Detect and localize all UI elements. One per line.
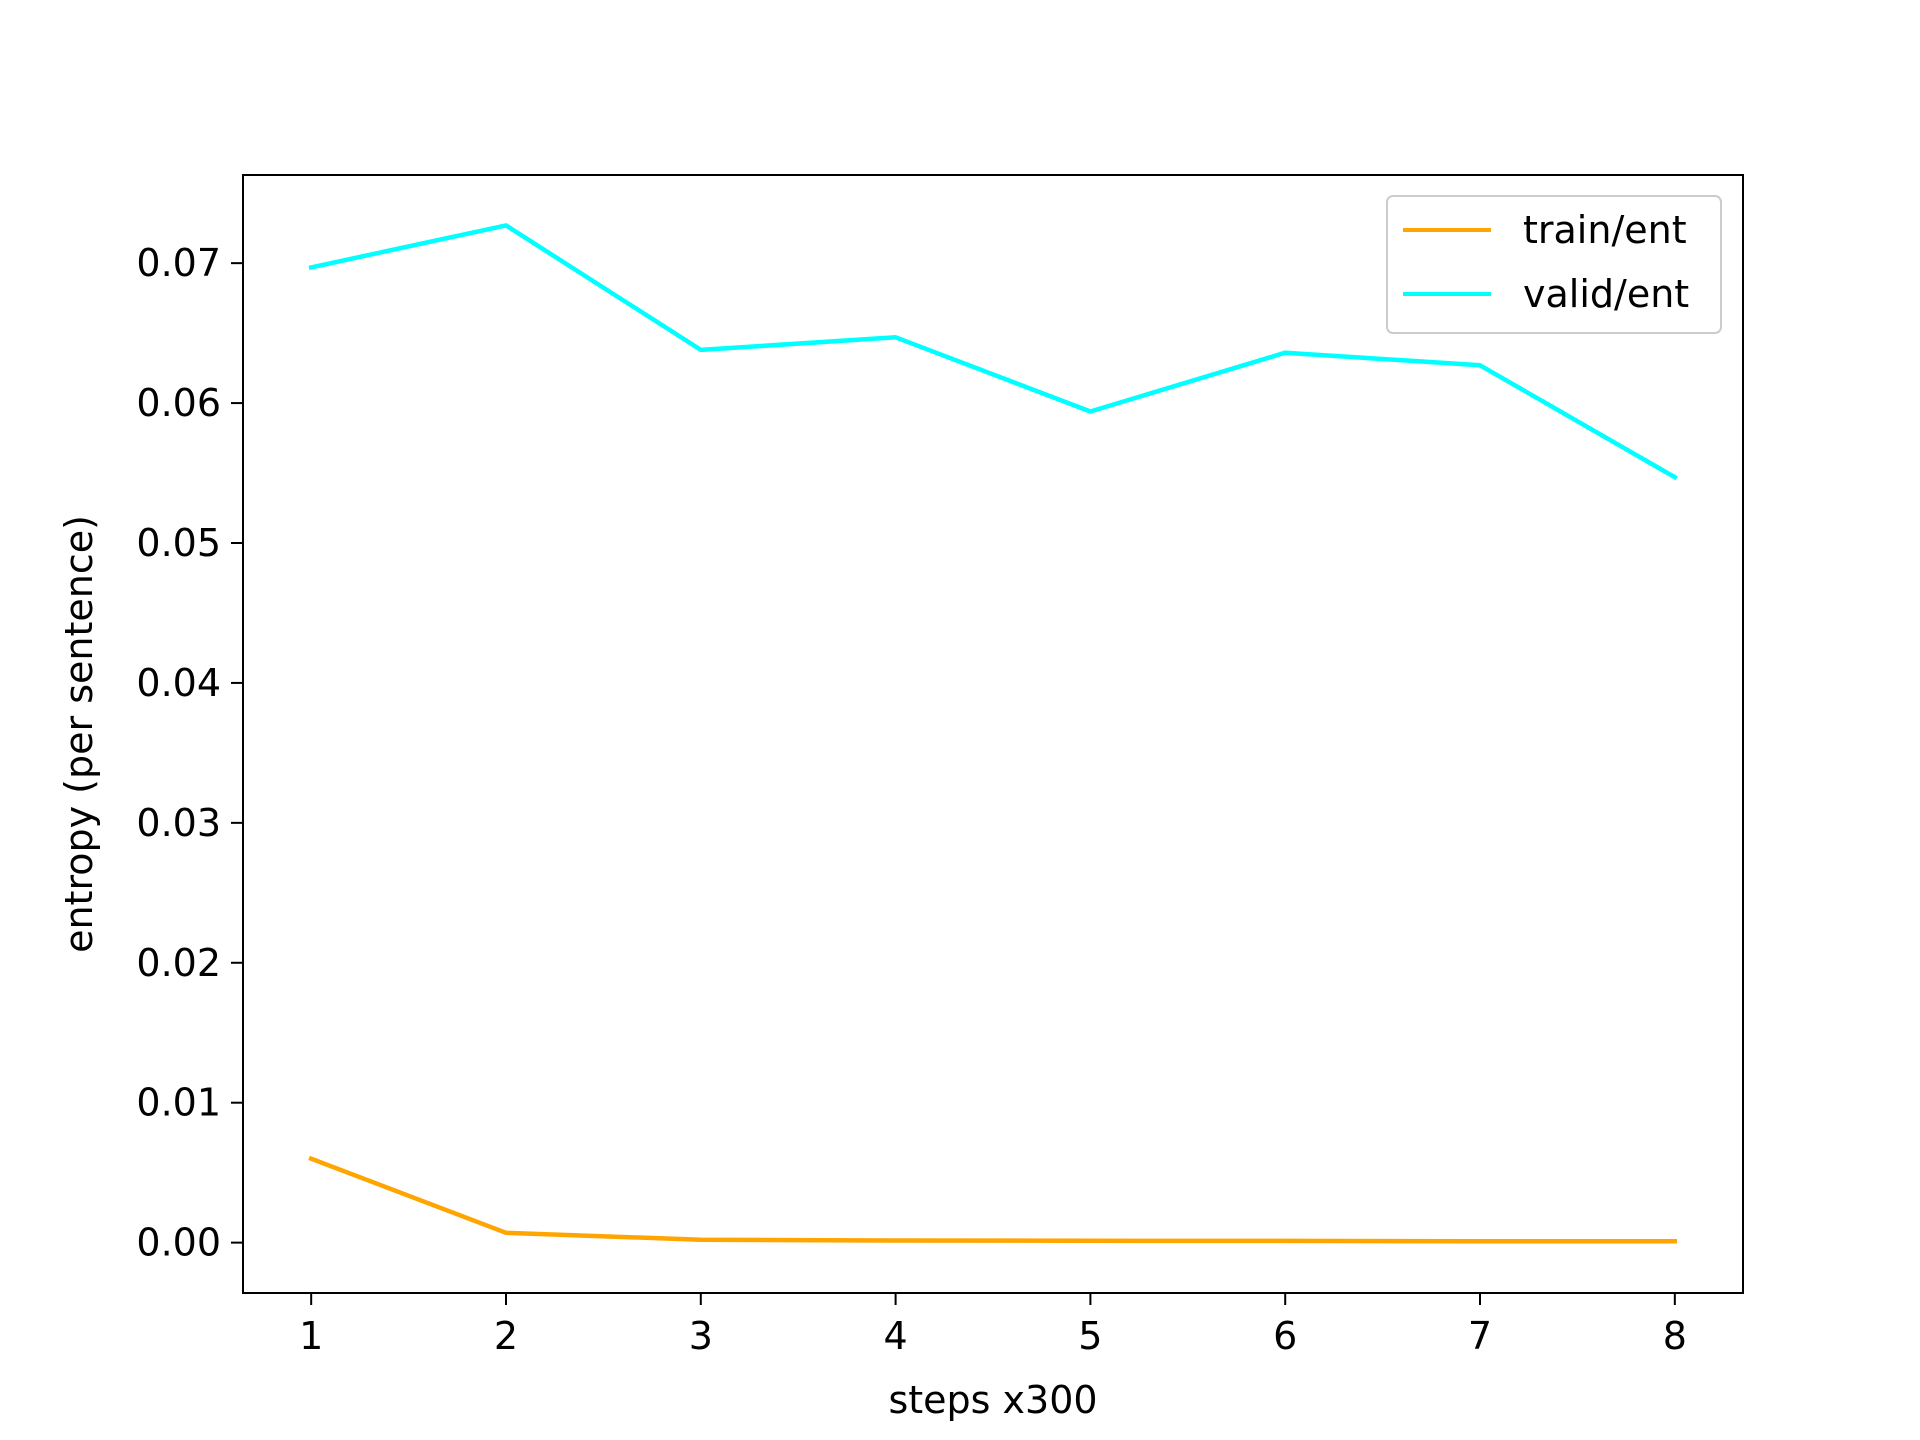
- series-line-train: [308, 1155, 1678, 1244]
- plot-lines: [308, 223, 1678, 1244]
- x-tick-label: 5: [1078, 1314, 1102, 1358]
- legend-label-valid: valid/ent: [1523, 272, 1689, 316]
- x-tick-label: 1: [299, 1314, 323, 1358]
- y-tick-label: 0.00: [136, 1221, 221, 1265]
- x-tick-label: 2: [494, 1314, 518, 1358]
- x-tick-label: 4: [884, 1314, 908, 1358]
- x-tick-label: 8: [1663, 1314, 1687, 1358]
- y-axis-ticks: 0.00 0.01 0.02 0.03 0.04 0.05 0.06 0.07: [136, 241, 243, 1265]
- series-line-valid: [308, 223, 1678, 481]
- legend: train/ent valid/ent: [1386, 195, 1722, 334]
- legend-label-train: train/ent: [1523, 208, 1687, 252]
- y-tick-label: 0.05: [136, 521, 221, 565]
- y-tick-label: 0.04: [136, 661, 221, 705]
- x-axis-ticks: 1 2 3 4 5 6 7 8: [299, 1293, 1687, 1358]
- y-tick-label: 0.01: [136, 1081, 221, 1125]
- x-axis-label: steps x300: [888, 1378, 1097, 1422]
- y-axis-label: entropy (per sentence): [57, 515, 101, 953]
- y-tick-label: 0.02: [136, 941, 221, 985]
- y-tick-label: 0.03: [136, 801, 221, 845]
- x-tick-label: 3: [689, 1314, 713, 1358]
- x-tick-label: 7: [1468, 1314, 1492, 1358]
- y-tick-label: 0.07: [136, 241, 221, 285]
- plot-frame: [242, 174, 1744, 1294]
- y-tick-label: 0.06: [136, 381, 221, 425]
- x-tick-label: 6: [1273, 1314, 1297, 1358]
